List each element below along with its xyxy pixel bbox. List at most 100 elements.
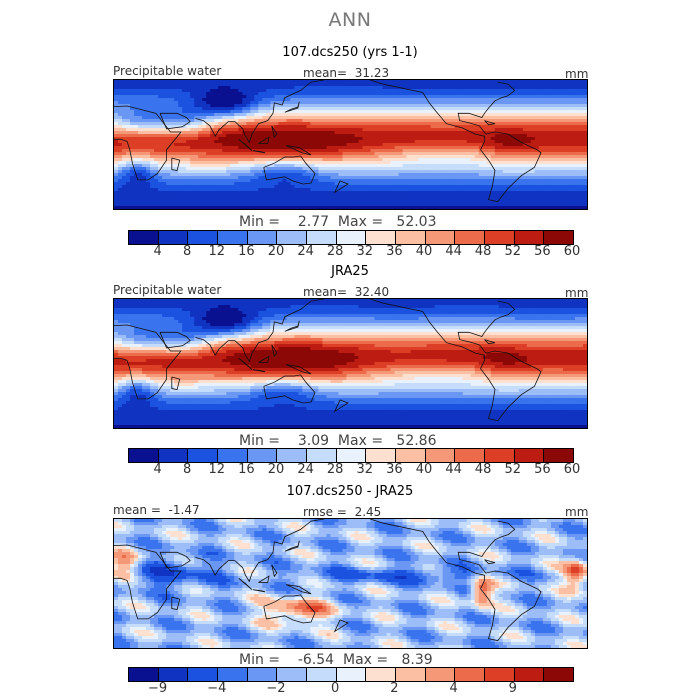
field-cell bbox=[238, 131, 243, 135]
field-cell bbox=[490, 146, 496, 150]
field-cell bbox=[254, 95, 259, 99]
field-cell bbox=[462, 185, 468, 189]
field-cell bbox=[282, 134, 287, 138]
field-cell bbox=[542, 95, 548, 99]
field-cell bbox=[554, 80, 560, 84]
field-cell bbox=[150, 194, 155, 198]
field-cell bbox=[402, 125, 408, 129]
field-cell bbox=[266, 149, 271, 153]
field-cell bbox=[138, 185, 143, 189]
field-cell bbox=[198, 107, 203, 111]
field-cell bbox=[462, 152, 468, 156]
field-cell bbox=[306, 116, 311, 120]
field-cell bbox=[234, 185, 239, 189]
field-cell bbox=[562, 176, 568, 180]
field-cell bbox=[478, 128, 484, 132]
field-cell bbox=[266, 197, 271, 201]
field-cell bbox=[302, 110, 307, 114]
field-cell bbox=[346, 80, 351, 84]
field-cell bbox=[350, 167, 355, 171]
field-cell bbox=[194, 80, 199, 84]
field-cell bbox=[166, 113, 171, 117]
field-cell bbox=[270, 191, 275, 195]
field-cell bbox=[158, 131, 163, 135]
field-cell bbox=[306, 200, 311, 204]
field-cell bbox=[330, 92, 335, 96]
field-cell bbox=[334, 137, 339, 141]
field-cell bbox=[566, 134, 572, 138]
field-cell bbox=[302, 95, 307, 99]
field-cell bbox=[250, 152, 255, 156]
field-cell bbox=[354, 143, 359, 147]
field-cell bbox=[134, 170, 139, 174]
field-cell bbox=[426, 164, 432, 168]
field-cell bbox=[118, 149, 123, 153]
field-cell bbox=[550, 143, 556, 147]
field-cell bbox=[194, 104, 199, 108]
field-cell bbox=[446, 113, 452, 117]
field-cell bbox=[286, 161, 291, 165]
field-cell bbox=[298, 200, 303, 204]
field-cell bbox=[150, 182, 155, 186]
field-cell bbox=[266, 113, 271, 117]
field-cell bbox=[126, 194, 131, 198]
field-cell bbox=[466, 149, 472, 153]
field-cell bbox=[210, 140, 215, 144]
field-cell bbox=[426, 119, 432, 123]
field-cell bbox=[410, 137, 416, 141]
field-cell bbox=[234, 107, 239, 111]
field-cell bbox=[338, 116, 343, 120]
field-cell bbox=[186, 116, 191, 120]
field-cell bbox=[282, 80, 287, 84]
field-cell bbox=[174, 170, 179, 174]
field-cell bbox=[190, 110, 195, 114]
field-cell bbox=[250, 143, 255, 147]
field-cell bbox=[298, 161, 303, 165]
field-cell bbox=[314, 137, 319, 141]
field-cell bbox=[230, 194, 235, 198]
field-cell bbox=[170, 179, 175, 183]
field-cell bbox=[506, 89, 512, 93]
field-cell bbox=[314, 86, 319, 90]
field-cell bbox=[210, 206, 215, 209]
field-cell bbox=[530, 173, 536, 177]
field-cell bbox=[242, 173, 247, 177]
field-cell bbox=[526, 80, 532, 84]
field-cell bbox=[134, 179, 139, 183]
field-cell bbox=[430, 101, 436, 105]
field-cell bbox=[466, 161, 472, 165]
field-cell bbox=[390, 110, 395, 114]
field-cell bbox=[430, 83, 436, 87]
field-cell bbox=[514, 191, 520, 195]
field-cell bbox=[422, 155, 428, 159]
field-cell bbox=[390, 170, 395, 174]
field-cell bbox=[478, 194, 484, 198]
field-cell bbox=[190, 86, 195, 90]
field-cell bbox=[342, 131, 347, 135]
field-cell bbox=[578, 143, 584, 147]
field-cell bbox=[390, 101, 395, 105]
field-cell bbox=[398, 179, 404, 183]
field-cell bbox=[226, 194, 231, 198]
field-cell bbox=[570, 158, 576, 162]
field-cell bbox=[154, 137, 159, 141]
field-cell bbox=[522, 182, 528, 186]
field-cell bbox=[314, 173, 319, 177]
field-cell bbox=[582, 191, 587, 195]
field-cell bbox=[182, 107, 187, 111]
field-cell bbox=[138, 134, 143, 138]
field-cell bbox=[150, 146, 155, 150]
field-cell bbox=[390, 116, 395, 120]
field-cell bbox=[546, 188, 552, 192]
field-cell bbox=[142, 113, 147, 117]
field-cell bbox=[158, 116, 163, 120]
field-cell bbox=[358, 143, 363, 147]
field-cell bbox=[142, 122, 147, 126]
field-cell bbox=[454, 122, 460, 126]
field-cell bbox=[542, 86, 548, 90]
field-cell bbox=[486, 191, 492, 195]
field-cell bbox=[302, 131, 307, 135]
field-cell bbox=[222, 125, 227, 129]
field-cell bbox=[366, 116, 371, 120]
field-cell bbox=[130, 149, 135, 153]
